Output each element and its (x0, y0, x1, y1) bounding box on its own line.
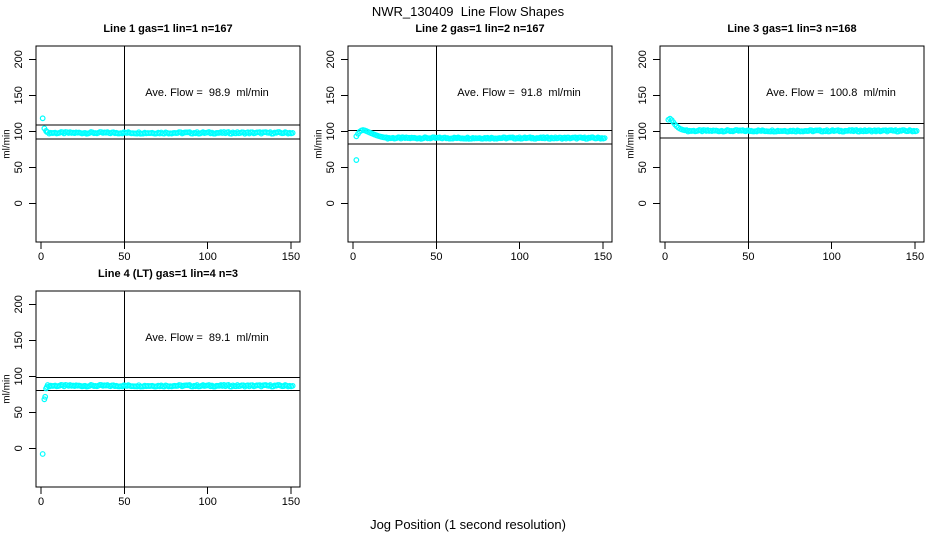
y-tick-label: 0 (13, 200, 25, 206)
y-tick-label: 100 (13, 122, 25, 140)
data-point (289, 382, 296, 389)
y-tick-label: 200 (637, 50, 649, 68)
ave-flow-annotation: Ave. Flow = 89.1 ml/min (145, 332, 269, 344)
ave-flow-annotation: Ave. Flow = 91.8 ml/min (457, 87, 581, 99)
y-axis-title: ml/min (314, 129, 325, 158)
plot-border (659, 45, 925, 243)
data-point (557, 134, 564, 141)
plot-area: 0 50 100 150 0 50 100 150 200 ml/min (626, 45, 925, 263)
x-tick-label: 0 (38, 496, 44, 508)
x-tick-label: 150 (594, 251, 612, 263)
y-tick-label: 200 (13, 50, 25, 68)
data-point (601, 135, 608, 142)
x-tick-label: 50 (742, 251, 754, 263)
panel-title: Line 3 gas=1 lin=3 n=168 (727, 23, 857, 35)
y-tick-label: 0 (637, 200, 649, 206)
y-tick-label: 50 (13, 406, 25, 418)
panel-title: Line 1 gas=1 lin=1 n=167 (103, 23, 233, 35)
ave-flow-annotation: Ave. Flow = 100.8 ml/min (766, 87, 896, 99)
data-point (41, 396, 48, 403)
x-tick-label: 100 (822, 251, 840, 263)
x-tick-label: 150 (282, 251, 300, 263)
y-tick-label: 200 (13, 295, 25, 313)
data-point (487, 135, 494, 142)
y-tick-label: 150 (13, 331, 25, 349)
panel-line-3: Line 3 gas=1 lin=3 n=168 0 50 100 150 0 50 100… (624, 20, 936, 265)
panel-title: Line 4 (LT) gas=1 lin=4 n=3 (97, 268, 239, 280)
data-point (540, 134, 547, 141)
data-point (39, 115, 46, 122)
data-point (913, 128, 920, 134)
plot-border (35, 290, 301, 488)
y-axis-title: ml/min (626, 129, 637, 158)
data-point (39, 451, 46, 457)
x-tick-label: 0 (38, 251, 44, 263)
panel-line-4: Line 4 (LT) gas=1 lin=4 n=3 0 50 100 150 0 50… (0, 265, 312, 510)
data-point (572, 134, 579, 141)
plot-area: 0 50 100 150 0 50 100 150 200 ml/min (2, 290, 301, 508)
x-tick-label: 150 (282, 496, 300, 508)
plot-border (35, 45, 301, 243)
y-tick-label: 100 (13, 367, 25, 385)
y-tick-label: 200 (325, 50, 337, 68)
x-tick-label: 150 (906, 251, 924, 263)
y-tick-label: 150 (637, 86, 649, 104)
y-tick-label: 50 (325, 161, 337, 173)
x-tick-label: 0 (350, 251, 356, 263)
panel-line-1: Line 1 gas=1 lin=1 n=167 0 50 100 150 0 50 100… (0, 20, 312, 265)
plot-area: 0 50 100 150 0 50 100 150 200 ml/min (2, 45, 301, 263)
y-axis-title: ml/min (2, 374, 13, 403)
data-point (42, 393, 49, 400)
panel-line-2: Line 2 gas=1 lin=2 n=167 0 50 100 150 0 50 100… (312, 20, 624, 265)
y-axis-title: ml/min (2, 129, 13, 158)
data-point (463, 135, 470, 142)
y-tick-label: 150 (325, 86, 337, 104)
y-tick-label: 0 (13, 445, 25, 451)
y-tick-label: 100 (325, 122, 337, 140)
x-tick-label: 50 (430, 251, 442, 263)
y-tick-label: 150 (13, 86, 25, 104)
x-tick-label: 100 (198, 251, 216, 263)
x-tick-label: 100 (198, 496, 216, 508)
y-tick-label: 0 (325, 200, 337, 206)
y-tick-label: 50 (637, 161, 649, 173)
y-tick-label: 100 (637, 122, 649, 140)
x-axis-label: Jog Position (1 second resolution) (370, 517, 566, 532)
x-tick-label: 100 (510, 251, 528, 263)
data-point (289, 130, 296, 136)
x-tick-label: 0 (662, 251, 668, 263)
data-point (353, 157, 360, 163)
plot-area: 0 50 100 150 0 50 100 150 200 ml/min (314, 45, 613, 263)
x-tick-label: 50 (118, 496, 130, 508)
panel-title: Line 2 gas=1 lin=2 n=167 (415, 23, 545, 35)
ave-flow-annotation: Ave. Flow = 98.9 ml/min (145, 87, 269, 99)
y-tick-label: 50 (13, 161, 25, 173)
x-tick-label: 50 (118, 251, 130, 263)
figure-title: NWR_130409 Line Flow Shapes (371, 4, 565, 19)
